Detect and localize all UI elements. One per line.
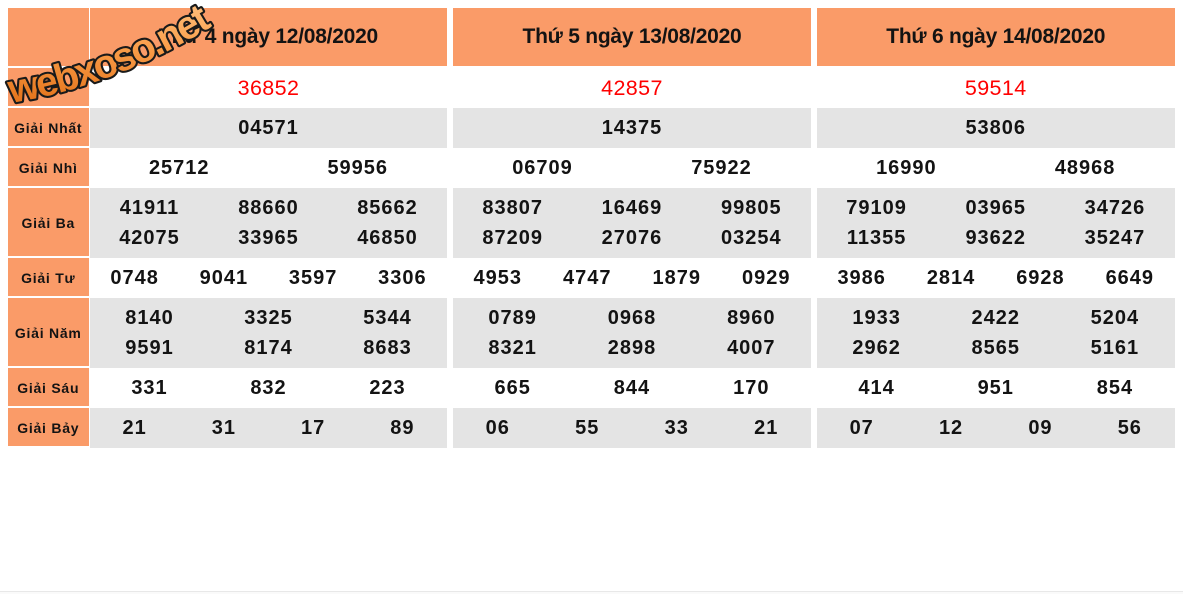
svg-text:webxoso.net: webxoso.net	[3, 0, 217, 112]
